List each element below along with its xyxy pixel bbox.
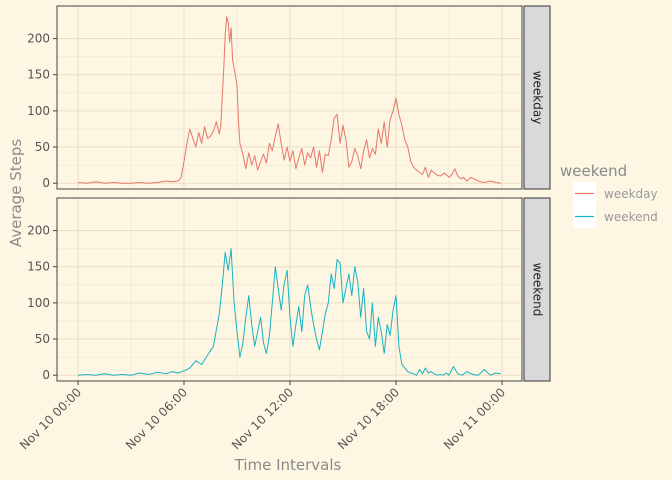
y-axis-title: Average Steps [7, 139, 25, 248]
panel-weekday: 0 50 100 150 200 weekday [27, 5, 551, 190]
legend-entry-weekday: weekday [573, 182, 658, 205]
x-tick-label: Nov 10 00:00 [17, 385, 84, 452]
series-line-weekday [77, 16, 501, 184]
legend-label: weekday [604, 187, 658, 201]
x-axis: Nov 10 00:00 Nov 10 06:00 Nov 10 12:00 Nov … [17, 381, 508, 452]
series-line-weekend [77, 248, 501, 376]
x-tick-label: Nov 10 06:00 [123, 385, 190, 452]
panel-weekend: 0 50 100 150 200 weekend [27, 197, 551, 382]
x-axis-title: Time Intervals [234, 456, 342, 474]
panel-border [56, 5, 523, 190]
strip-box [523, 5, 551, 190]
legend-label: weekend [604, 210, 658, 224]
x-tick-label: Nov 10 18:00 [335, 385, 402, 452]
y-tick-label: 50 [35, 332, 50, 346]
legend: weekend weekday weekend [560, 162, 658, 228]
strip-box [523, 197, 551, 382]
panels-layer: 0 50 100 150 200 weekday 0 50 100 150 200 weekend [27, 5, 551, 382]
strip-label: weekday [531, 71, 545, 125]
y-tick-label: 150 [27, 260, 50, 274]
y-tick-label: 0 [42, 176, 50, 190]
y-tick-label: 200 [27, 224, 50, 238]
legend-entry-weekend: weekend [573, 205, 658, 228]
strip-label: weekend [531, 263, 545, 317]
y-tick-label: 100 [27, 296, 50, 310]
legend-entries: weekday weekend [573, 182, 658, 228]
legend-title: weekend [560, 162, 627, 180]
y-tick-label: 150 [27, 68, 50, 82]
y-tick-label: 200 [27, 32, 50, 46]
x-tick-label: Nov 10 12:00 [229, 385, 296, 452]
y-tick-label: 100 [27, 104, 50, 118]
y-tick-label: 50 [35, 140, 50, 154]
x-tick-label: Nov 11 00:00 [441, 385, 508, 452]
y-tick-label: 0 [42, 368, 50, 382]
